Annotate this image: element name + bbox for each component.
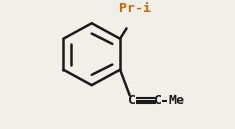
Text: Pr-i: Pr-i	[119, 2, 151, 15]
Text: C: C	[128, 94, 136, 107]
Text: Me: Me	[168, 94, 184, 107]
Text: C: C	[154, 94, 162, 107]
